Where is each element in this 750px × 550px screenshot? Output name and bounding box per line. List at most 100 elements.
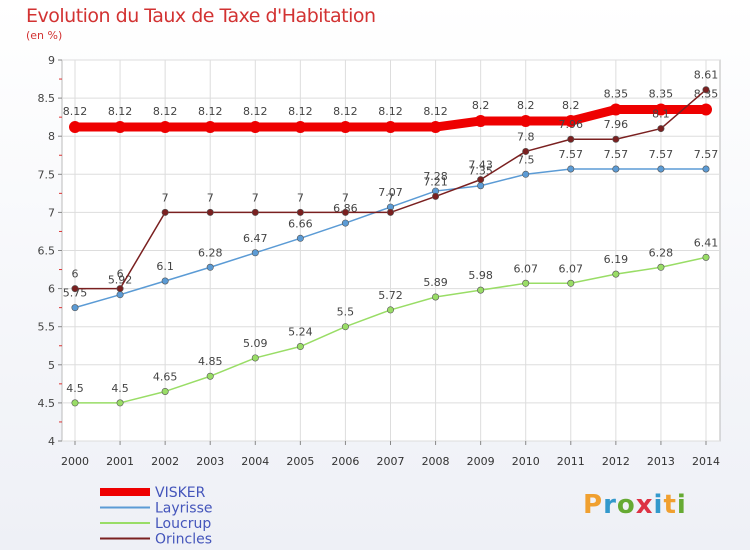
data-label: 8.12 <box>333 105 358 118</box>
data-point <box>251 354 259 362</box>
data-point <box>386 306 394 314</box>
x-tick-label: 2005 <box>286 455 314 468</box>
data-label: 7 <box>297 191 304 204</box>
data-label: 8.35 <box>604 88 629 101</box>
data-point <box>206 208 214 216</box>
data-label: 6.66 <box>288 217 313 230</box>
data-point <box>702 253 710 261</box>
data-label: 5.89 <box>423 276 448 289</box>
data-label: 8.12 <box>423 105 448 118</box>
data-label: 6 <box>72 268 79 281</box>
x-tick-label: 2009 <box>467 455 495 468</box>
data-label: 5.5 <box>337 306 355 319</box>
data-label: 6.1 <box>156 260 174 273</box>
data-point <box>341 208 349 216</box>
legend-label: Layrisse <box>155 501 213 517</box>
data-point <box>161 387 169 395</box>
data-label: 7.57 <box>559 148 584 161</box>
data-label: 4.65 <box>153 370 178 383</box>
data-point <box>249 121 262 134</box>
data-point <box>477 286 485 294</box>
data-point <box>386 208 394 216</box>
data-point <box>657 125 665 133</box>
logo-letter: x <box>635 490 654 520</box>
x-tick-label: 2006 <box>331 455 359 468</box>
data-point <box>432 293 440 301</box>
data-point <box>522 147 530 155</box>
y-tick-label: 6.5 <box>38 245 56 258</box>
x-tick-label: 2007 <box>377 455 405 468</box>
data-point <box>69 121 81 134</box>
legend-label: VISKER <box>155 485 206 501</box>
data-label: 8.1 <box>652 108 670 121</box>
data-label: 6.07 <box>513 262 538 275</box>
data-point <box>161 277 169 285</box>
data-point <box>564 114 577 127</box>
data-point <box>522 170 530 178</box>
x-tick-label: 2012 <box>602 455 630 468</box>
data-label: 7 <box>252 191 259 204</box>
data-label: 6 <box>117 268 124 281</box>
data-label: 7.5 <box>517 153 535 166</box>
data-label: 5.75 <box>63 287 88 300</box>
y-tick-label: 7 <box>48 206 55 219</box>
data-point <box>114 121 127 134</box>
data-label: 5.09 <box>243 337 268 350</box>
data-label: 5.72 <box>378 289 403 302</box>
data-label: 8.12 <box>63 105 88 118</box>
x-tick-label: 2008 <box>422 455 450 468</box>
data-point <box>116 285 124 293</box>
y-tick-label: 8.5 <box>38 92 56 105</box>
data-label: 8.61 <box>694 69 719 82</box>
data-point <box>161 208 169 216</box>
data-point <box>251 249 259 257</box>
y-tick-label: 4.5 <box>38 397 56 410</box>
data-point <box>294 121 307 134</box>
logo-letter: i <box>676 490 687 520</box>
data-label: 7.07 <box>378 186 403 199</box>
data-point <box>339 121 352 134</box>
data-point <box>206 372 214 380</box>
chart-title: Evolution du Taux de Taxe d'Habitation <box>26 5 376 27</box>
data-label: 7.96 <box>559 118 584 131</box>
data-label: 8.35 <box>694 88 719 101</box>
data-point <box>654 103 667 116</box>
x-tick-label: 2000 <box>61 455 89 468</box>
data-point <box>341 219 349 227</box>
data-point <box>657 165 665 173</box>
legend-label: Orincles <box>155 532 212 548</box>
data-label: 8.2 <box>562 99 580 112</box>
x-tick-label: 2011 <box>557 455 585 468</box>
data-label: 4.5 <box>111 382 129 395</box>
x-tick-label: 2001 <box>106 455 134 468</box>
data-point <box>429 121 442 134</box>
logo-letter: r <box>603 490 617 520</box>
data-point <box>612 270 620 278</box>
data-label: 6.47 <box>243 232 268 245</box>
proxiti-logo: Proxiti <box>583 490 687 520</box>
logo-letter: P <box>583 490 604 520</box>
y-tick-label: 7.5 <box>38 168 56 181</box>
y-tick-label: 5.5 <box>38 321 56 334</box>
data-label: 7.57 <box>649 148 674 161</box>
logo-letter: t <box>663 490 677 520</box>
data-point <box>116 291 124 299</box>
data-point <box>519 114 532 127</box>
data-point <box>71 285 79 293</box>
data-label: 8.12 <box>153 105 178 118</box>
data-label: 4.85 <box>198 355 223 368</box>
data-point <box>567 279 575 287</box>
data-point <box>384 121 397 134</box>
data-label: 5.24 <box>288 326 313 339</box>
data-point <box>657 263 665 271</box>
data-label: 7.28 <box>423 170 448 183</box>
data-point <box>296 208 304 216</box>
data-label: 8.35 <box>649 88 674 101</box>
data-point <box>71 304 79 312</box>
data-point <box>609 103 622 116</box>
data-point <box>251 208 259 216</box>
data-point <box>296 234 304 242</box>
